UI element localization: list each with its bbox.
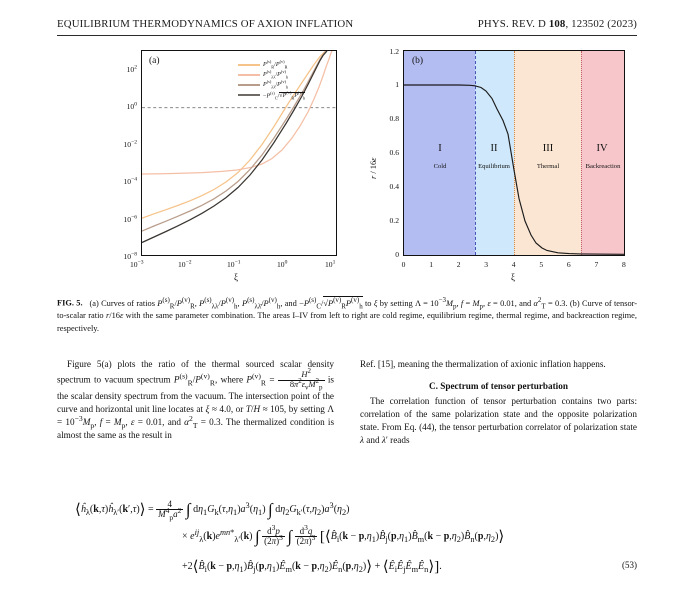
panel-a-xtick: 10−3	[130, 259, 144, 269]
legend-item: P(s)R/P(v)R	[238, 59, 330, 70]
legend-swatch-icon	[238, 64, 260, 67]
equation-53: ⟨ĥλ(k,τ)ĥλ′(k′,τ)⟩ = 4 M4pa2 ∫ dη1Gk(τ,η1…	[57, 499, 637, 586]
panel-b-xtick: 4	[511, 260, 516, 269]
panel-b-axes: (b) I II III IV Cold Equilibrium Thermal…	[403, 50, 625, 256]
equation-line-3: +2⟨B̂i(k − p,η1)B̂j(p,η1)Êm(k − p,η2)Ên(…	[182, 559, 442, 575]
legend-item: P(s)λλ̄/P(v)h	[238, 79, 330, 90]
region-roman-i: I	[438, 143, 442, 154]
panel-a-ytick: 100	[126, 101, 137, 112]
region-name-cold: Cold	[433, 163, 447, 170]
region-band-equilibrium	[474, 51, 514, 255]
region-name-backreaction: Backreaction	[585, 163, 621, 170]
panel-a-plot	[142, 51, 336, 244]
journal-rest: , 123502 (2023)	[565, 18, 637, 30]
region-divider	[474, 51, 476, 255]
legend-swatch-icon	[238, 74, 260, 77]
panel-b-xlabel: ξ	[511, 272, 516, 282]
panel-b-ytick: 1	[395, 80, 399, 90]
running-head-citation: PHYS. REV. D 108, 123502 (2023)	[478, 18, 637, 30]
panel-b-tag: (b)	[412, 56, 424, 66]
left-column: Figure 5(a) plots the ratio of the therm…	[57, 358, 334, 442]
panel-b-xtick: 5	[539, 260, 544, 269]
right-paragraph-1: Ref. [15], meaning the thermalization of…	[360, 359, 606, 369]
figure-caption: FIG. 5. (a) Curves of ratios P(s)R/P(v)R…	[57, 296, 637, 335]
figure-panel-b: (b) I II III IV Cold Equilibrium Thermal…	[357, 44, 637, 290]
right-paragraph-2: The correlation function of tensor pertu…	[360, 396, 637, 446]
panel-b-xtick: 3	[484, 260, 489, 269]
panel-b-xtick: 8	[621, 260, 626, 269]
panel-b-ytick: 1.2	[389, 47, 400, 56]
equation-line-1: ⟨ĥλ(k,τ)ĥλ′(k′,τ)⟩ = 4 M4pa2 ∫ dη1Gk(τ,η1…	[75, 499, 350, 523]
panel-a-xlabel: ξ	[234, 272, 239, 282]
legend-label: P(s)λλ/P(v)h	[263, 69, 289, 80]
figure-caption-text: (a) Curves of ratios P(s)R/P(v)R, P(s)λλ…	[57, 295, 638, 333]
panel-b-xtick: 7	[594, 260, 599, 269]
panel-a-xtick: 101	[325, 259, 336, 269]
equation-line-2: × eijλ(k)emn*λ′(k) ∫ d3p (2π)3 ∫ d3q (2π)3…	[182, 523, 505, 547]
panel-b-xtick: 1	[429, 260, 433, 269]
panel-a-legend: P(s)R/P(v)R P(s)λλ/P(v)h P(s)λλ̄/P(v)h −…	[238, 59, 330, 101]
running-head: EQUILIBRIUM THERMODYNAMICS OF AXION INFL…	[57, 18, 637, 30]
journal-name: PHYS. REV. D	[477, 18, 549, 30]
region-divider	[581, 51, 583, 255]
running-head-title: EQUILIBRIUM THERMODYNAMICS OF AXION INFL…	[57, 18, 354, 30]
figure-panel-a: (a) P(s)R/P(v)R P(s)λλ/P(v)h P(s)λλ̄/P(v…	[85, 44, 343, 290]
panel-a-xtick: 10−1	[227, 259, 241, 269]
panel-a-axes: (a) P(s)R/P(v)R P(s)λλ/P(v)h P(s)λλ̄/P(v…	[141, 50, 337, 256]
equation-number: (53)	[622, 560, 637, 570]
region-band-backreaction	[581, 51, 624, 255]
panel-a-tag: (a)	[149, 56, 160, 66]
body-columns: Figure 5(a) plots the ratio of the therm…	[57, 358, 637, 488]
legend-label: −P(s)C/√P(v)RP(v)h	[263, 89, 306, 101]
region-name-thermal: Thermal	[536, 163, 560, 170]
panel-a-ytick: 102	[126, 64, 137, 74]
panel-b-plot	[404, 84, 624, 255]
panel-b-ytick: 0.6	[389, 148, 400, 158]
region-roman-iii: III	[542, 143, 554, 154]
figure-caption-label: FIG. 5.	[57, 298, 83, 308]
panel-b-ytick: 0.2	[389, 216, 400, 226]
legend-swatch-icon	[238, 94, 260, 97]
region-roman-ii: II	[490, 143, 498, 154]
journal-volume: 108	[548, 18, 566, 30]
panel-a-xtick: 100	[277, 259, 288, 269]
region-roman-iv: IV	[596, 143, 608, 154]
panel-b-ylabel: r / 16ε	[369, 157, 378, 179]
legend-label: P(s)R/P(v)R	[263, 59, 288, 70]
figure-5: (a) P(s)R/P(v)R P(s)λλ/P(v)h P(s)λλ̄/P(v…	[57, 44, 637, 290]
legend-swatch-icon	[238, 84, 260, 87]
region-name-equilibrium: Equilibrium	[478, 163, 510, 170]
header-rule	[57, 35, 637, 36]
panel-b-xtick: 2	[456, 260, 461, 269]
region-divider	[514, 51, 515, 255]
panel-b-xtick: 6	[566, 260, 571, 269]
section-heading: C. Spectrum of tensor perturbation	[429, 381, 568, 392]
legend-item: −P(s)C/√P(v)RP(v)h	[238, 89, 330, 101]
panel-b-ytick: 0	[395, 250, 399, 260]
panel-a-ytick: 10−6	[123, 213, 137, 224]
left-paragraph: Figure 5(a) plots the ratio of the therm…	[57, 359, 335, 440]
panel-b-ytick: 0.4	[389, 182, 400, 192]
right-column: Ref. [15], meaning the thermalization of…	[360, 358, 637, 447]
panel-a-ytick: 10−2	[123, 139, 137, 149]
legend-item: P(s)λλ/P(v)h	[238, 69, 330, 80]
panel-a-ytick: 10−8	[123, 251, 137, 261]
legend-label: P(s)λλ̄/P(v)h	[263, 79, 289, 90]
panel-a-xtick: 10−2	[178, 259, 192, 269]
panel-b-ytick: 0.8	[389, 114, 400, 124]
panel-a-ytick: 10−4	[123, 176, 137, 187]
panel-b-xtick: 0	[401, 260, 406, 269]
